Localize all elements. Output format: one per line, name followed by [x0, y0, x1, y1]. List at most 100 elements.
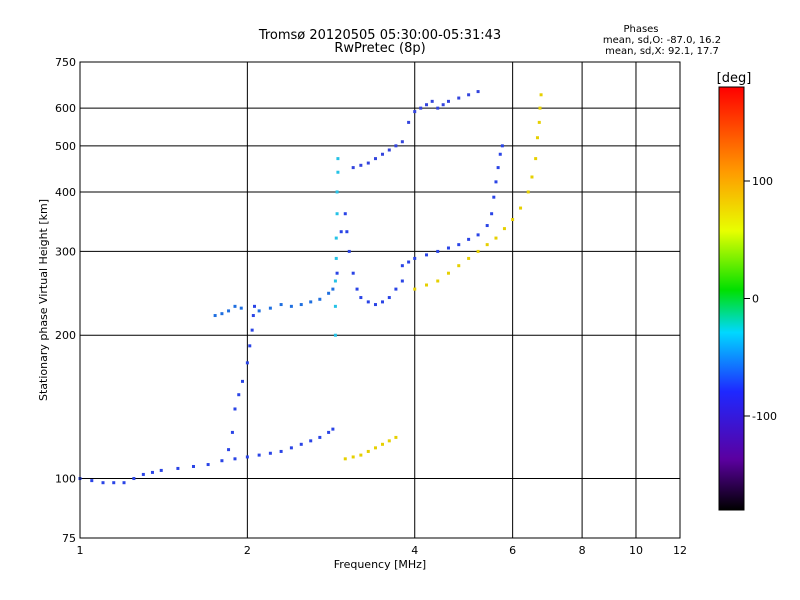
- data-point: [335, 212, 339, 216]
- y-tick-label: 75: [62, 532, 76, 545]
- data-point: [309, 439, 313, 443]
- data-point: [467, 237, 471, 241]
- data-point: [535, 136, 539, 140]
- x-axis-label: Frequency [MHz]: [334, 558, 426, 571]
- data-point: [425, 283, 429, 287]
- data-point: [446, 271, 450, 275]
- data-point: [530, 175, 534, 179]
- data-point: [359, 296, 363, 300]
- data-point: [387, 296, 391, 300]
- data-point: [327, 291, 331, 295]
- data-point: [446, 246, 450, 250]
- data-point: [359, 163, 363, 167]
- x-tick-label: 8: [579, 544, 586, 557]
- data-point: [90, 479, 94, 483]
- data-point: [227, 448, 231, 452]
- data-point: [343, 212, 347, 216]
- data-point: [407, 120, 411, 124]
- data-point: [101, 481, 105, 485]
- data-point: [268, 451, 272, 455]
- x-tick-label: 12: [673, 544, 687, 557]
- data-point: [366, 300, 370, 304]
- data-point: [425, 253, 429, 257]
- colorbar-tick-label: 0: [752, 293, 759, 306]
- data-point: [251, 314, 255, 318]
- data-point: [248, 344, 252, 348]
- data-point: [351, 455, 355, 459]
- data-point: [494, 180, 498, 184]
- data-point: [176, 466, 180, 470]
- data-point: [467, 256, 471, 260]
- data-point: [359, 453, 363, 457]
- data-point: [333, 279, 337, 283]
- data-point: [268, 306, 272, 310]
- data-point: [309, 300, 313, 304]
- data-point: [511, 218, 515, 222]
- data-point: [351, 166, 355, 170]
- data-point: [299, 303, 303, 307]
- data-point: [373, 157, 377, 161]
- data-point: [373, 303, 377, 307]
- data-point: [230, 430, 234, 434]
- data-point: [494, 236, 498, 240]
- data-point: [347, 249, 351, 253]
- data-point: [112, 481, 116, 485]
- data-point: [430, 99, 434, 103]
- colorbar: [718, 86, 745, 511]
- y-tick-label: 750: [55, 56, 76, 69]
- data-point: [400, 140, 404, 144]
- y-tick-label: 500: [55, 140, 76, 153]
- y-tick-label: 200: [55, 329, 76, 342]
- data-point: [327, 430, 331, 434]
- data-point: [366, 449, 370, 453]
- colorbar-tick-label: -100: [752, 410, 777, 423]
- data-point: [245, 361, 249, 365]
- data-point: [457, 243, 461, 247]
- data-point: [537, 120, 541, 124]
- chart-title-line2: RwPretec (8p): [334, 41, 425, 56]
- x-tick-label: 1: [77, 544, 84, 557]
- data-point: [498, 152, 502, 156]
- data-point: [213, 314, 217, 318]
- data-point: [538, 106, 542, 110]
- data-point: [279, 303, 283, 307]
- data-point: [436, 106, 440, 110]
- data-point: [539, 93, 543, 97]
- data-point: [400, 279, 404, 283]
- data-point: [476, 249, 480, 253]
- data-point: [502, 227, 506, 231]
- y-tick-label: 300: [55, 245, 76, 258]
- data-point: [394, 144, 398, 148]
- data-point: [227, 309, 231, 313]
- data-point: [394, 435, 398, 439]
- data-point: [331, 427, 335, 431]
- x-tick-label: 10: [629, 544, 643, 557]
- chart-title-line1: Tromsø 20120505 05:30:00-05:31:43: [258, 28, 501, 43]
- data-point: [141, 472, 145, 476]
- data-point: [351, 271, 355, 275]
- data-point: [233, 304, 237, 308]
- y-axis-label: Stationary phase Virtual Height [km]: [37, 199, 50, 401]
- data-point: [335, 271, 339, 275]
- points-layer: [78, 90, 543, 485]
- data-point: [289, 304, 293, 308]
- x-tick-label: 2: [244, 544, 251, 557]
- data-point: [345, 230, 349, 234]
- data-point: [407, 260, 411, 264]
- data-point: [500, 144, 504, 148]
- colorbar-ticks: 100 0 -100: [744, 175, 777, 423]
- data-point: [467, 93, 471, 97]
- data-point: [233, 407, 237, 411]
- data-point: [457, 264, 461, 268]
- data-point: [436, 249, 440, 253]
- data-point: [476, 90, 480, 94]
- data-point: [331, 287, 335, 291]
- phases-title: Phases: [623, 24, 658, 35]
- data-point: [233, 457, 237, 461]
- colorbar-label: [deg]: [717, 71, 752, 86]
- data-point: [355, 287, 359, 291]
- data-point: [519, 206, 523, 210]
